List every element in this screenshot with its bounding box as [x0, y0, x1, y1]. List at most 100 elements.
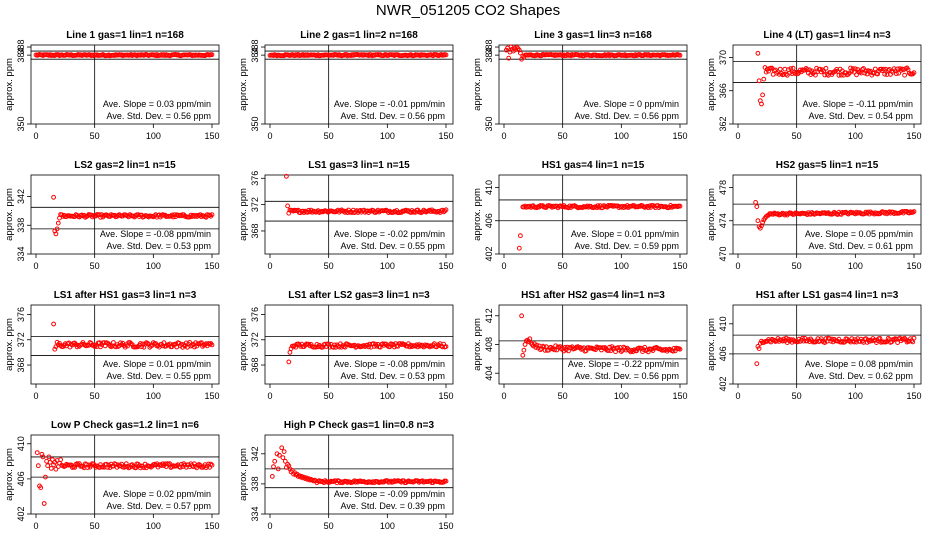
data-point	[443, 478, 449, 484]
data-point	[443, 207, 449, 213]
panel-frame	[732, 44, 922, 125]
data-point	[272, 458, 278, 464]
data-point	[849, 68, 855, 74]
x-tick-label: 100	[848, 261, 863, 271]
slope-annotation: Ave. Slope = -0.01 ppm/min	[334, 99, 445, 109]
data-point	[516, 245, 522, 251]
data-point	[754, 361, 760, 367]
panel-6: LS1 gas=3 lin=1 n=15 0 50 100 150 368 372 376ap…	[238, 160, 454, 271]
y-tick-label: 372	[250, 332, 260, 347]
data-point	[795, 339, 801, 345]
data-point	[176, 340, 182, 346]
data-point	[34, 450, 40, 456]
y-tick-label: 338	[250, 476, 260, 491]
panel-title: LS1 gas=3 lin=1 n=15	[308, 160, 410, 171]
x-tick-label: 100	[146, 131, 161, 141]
data-point	[97, 212, 102, 218]
data-point	[911, 335, 917, 341]
data-point	[891, 337, 897, 343]
y-tick-label: 406	[16, 471, 26, 486]
y-tick-label: 368	[250, 223, 260, 238]
panel-frame	[30, 44, 220, 125]
data-point	[562, 344, 568, 350]
data-point	[753, 200, 758, 205]
panel-frame	[264, 44, 454, 125]
data-point	[881, 66, 886, 72]
x-tick-label: 50	[90, 261, 100, 271]
x-tick-label: 0	[501, 391, 506, 401]
data-point	[54, 339, 60, 345]
data-point	[755, 50, 761, 56]
std-dev-annotation: Ave. Std. Dev. = 0.56 ppm	[575, 371, 679, 381]
data-point	[427, 344, 433, 350]
panel-frame	[30, 304, 220, 385]
data-point	[910, 71, 916, 77]
panel-frame	[498, 174, 688, 255]
data-point	[901, 67, 906, 73]
y-axis-label: approx. ppm	[472, 318, 483, 371]
data-point	[759, 101, 764, 107]
data-point	[521, 347, 527, 353]
x-tick-label: 150	[672, 391, 687, 401]
x-tick-label: 100	[146, 521, 161, 531]
std-dev-annotation: Ave. Std. Dev. = 0.55 ppm	[341, 241, 445, 251]
data-point	[48, 466, 54, 471]
y-tick-label: 388	[250, 40, 260, 55]
x-tick-label: 50	[324, 391, 334, 401]
y-axis-label: approx. ppm	[4, 58, 15, 111]
y-axis-label: approx. ppm	[472, 58, 483, 111]
x-tick-label: 0	[267, 131, 272, 141]
data-point	[766, 68, 771, 74]
panel-title: LS2 gas=2 lin=1 n=15	[74, 160, 176, 171]
data-point	[796, 70, 802, 75]
slope-annotation: Ave. Slope = -0.22 ppm/min	[568, 359, 679, 369]
slope-annotation: Ave. Slope = -0.02 ppm/min	[334, 229, 445, 239]
data-point	[756, 78, 762, 84]
data-point	[133, 465, 139, 471]
data-point	[760, 220, 765, 225]
x-tick-label: 150	[672, 131, 687, 141]
data-point	[615, 345, 621, 351]
data-point	[180, 344, 186, 350]
data-point	[58, 457, 63, 463]
data-point	[677, 203, 683, 209]
data-point	[851, 339, 857, 345]
data-point	[282, 458, 288, 464]
x-tick-label: 100	[146, 261, 161, 271]
y-axis-label: approx. ppm	[706, 188, 717, 241]
x-tick-label: 50	[324, 261, 334, 271]
panel-10: LS1 after LS2 gas=3 lin=1 n=3 0 50 100 150 36…	[238, 290, 454, 401]
x-tick-label: 150	[672, 261, 687, 271]
y-tick-label: 402	[718, 376, 728, 391]
std-dev-annotation: Ave. Std. Dev. = 0.39 ppm	[341, 501, 445, 511]
data-point	[838, 72, 844, 78]
x-tick-label: 0	[267, 261, 272, 271]
x-tick-label: 50	[90, 391, 100, 401]
panel-frame	[264, 434, 454, 515]
y-tick-label: 366	[718, 83, 728, 98]
data-point	[192, 344, 197, 350]
y-tick-label: 388	[16, 40, 26, 55]
x-tick-label: 50	[324, 131, 334, 141]
x-tick-label: 50	[90, 131, 100, 141]
data-point	[520, 352, 526, 358]
y-tick-label: 376	[250, 171, 260, 186]
x-tick-label: 150	[204, 521, 219, 531]
y-tick-label: 406	[484, 213, 494, 228]
panel-title: HS1 after LS1 gas=4 lin=1 n=3	[756, 290, 899, 301]
data-point	[53, 466, 59, 472]
x-tick-label: 100	[146, 391, 161, 401]
y-tick-label: 334	[16, 246, 26, 261]
data-point	[284, 173, 289, 179]
panel-title: Low P Check gas=1.2 lin=1 n=6	[51, 420, 199, 431]
x-tick-label: 0	[735, 261, 740, 271]
data-point	[902, 72, 907, 78]
data-point	[53, 231, 59, 237]
std-dev-annotation: Ave. Std. Dev. = 0.53 ppm	[107, 241, 211, 251]
data-point	[911, 209, 917, 214]
data-point	[872, 66, 878, 72]
data-point	[280, 455, 286, 461]
x-tick-label: 0	[33, 521, 38, 531]
data-point	[370, 341, 376, 347]
y-tick-label: 338	[16, 218, 26, 233]
